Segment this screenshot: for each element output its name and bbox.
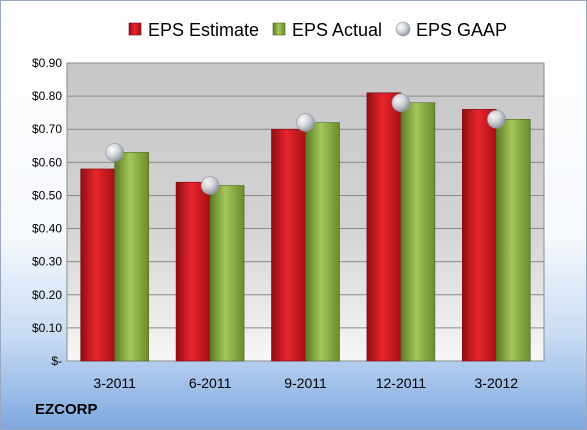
eps-gaap-marker	[200, 176, 220, 195]
eps-actual-bar	[495, 118, 531, 362]
legend-label: EPS Estimate	[148, 20, 259, 40]
x-axis: 3-2011 6-2011 9-2011 12-2011 3-2012	[93, 375, 518, 391]
gaap-markers	[105, 93, 506, 195]
y-tick-label: $-	[51, 354, 62, 368]
x-tick-label: 12-2011	[376, 375, 427, 391]
x-tick-label: 6-2011	[189, 375, 232, 391]
eps-actual-bar	[305, 122, 340, 362]
y-tick-label: $0.90	[32, 56, 62, 70]
y-tick-label: $0.60	[32, 155, 62, 169]
eps-gaap-marker	[486, 109, 506, 129]
x-tick-label: 3-2011	[93, 375, 136, 391]
y-tick-label: $0.80	[32, 89, 62, 103]
y-tick-label: $0.10	[32, 321, 62, 335]
eps-gaap-marker	[296, 113, 315, 132]
legend-swatch-estimate	[128, 22, 142, 36]
x-tick-label: 3-2012	[475, 375, 519, 391]
eps-gaap-marker	[105, 143, 124, 162]
eps-estimate-bar	[366, 92, 402, 362]
bars	[80, 92, 531, 362]
y-tick-label: $0.20	[32, 288, 62, 302]
y-tick-label: $0.40	[32, 222, 62, 236]
legend-label: EPS GAAP	[416, 20, 507, 40]
y-tick-label: $0.70	[32, 122, 62, 136]
legend-label: EPS Actual	[292, 20, 382, 40]
eps-actual-bar	[114, 152, 149, 362]
y-tick-label: $0.30	[32, 255, 62, 269]
eps-estimate-bar	[175, 181, 211, 362]
eps-actual-bar	[209, 185, 245, 362]
company-label: EZCORP	[35, 401, 98, 418]
eps-actual-bar	[400, 102, 436, 362]
legend: EPS Estimate EPS Actual EPS GAAP	[128, 20, 507, 40]
legend-swatch-gaap	[395, 21, 411, 37]
y-axis: $- $0.10 $0.20 $0.30 $0.40 $0.50 $0.60 $0.70 $0.…	[32, 56, 62, 368]
eps-gaap-marker	[391, 93, 411, 113]
legend-swatch-actual	[272, 22, 286, 36]
eps-estimate-bar	[80, 168, 115, 362]
eps-estimate-bar	[271, 128, 306, 362]
y-tick-label: $0.50	[32, 188, 62, 202]
x-tick-label: 9-2011	[284, 375, 327, 391]
eps-estimate-bar	[461, 109, 497, 362]
